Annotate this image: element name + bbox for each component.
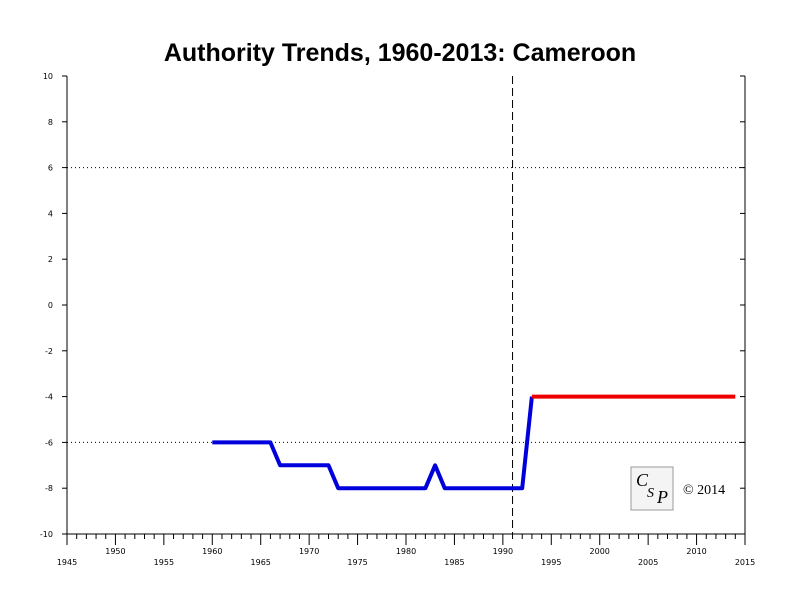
y-tick-label: -6 <box>45 438 53 447</box>
reference-lines <box>67 76 745 534</box>
x-tick-label: 2015 <box>735 558 755 567</box>
x-tick-label: 1955 <box>154 558 174 567</box>
x-tick-label: 2010 <box>686 547 706 556</box>
x-tick-label: 1970 <box>299 547 319 556</box>
x-tick-label: 1965 <box>251 558 271 567</box>
x-tick-label: 1990 <box>493 547 513 556</box>
logo-letter-p: P <box>656 487 668 507</box>
series-lines <box>212 394 736 491</box>
copyright-text: © 2014 <box>683 483 725 498</box>
x-tick-label: 1960 <box>202 547 222 556</box>
x-tick-label: 2000 <box>590 547 610 556</box>
csp-logo: C S P <box>630 466 674 511</box>
y-tick-label: -2 <box>45 347 53 356</box>
x-tick-label: 1985 <box>444 558 464 567</box>
x-tick-label: 2005 <box>638 558 658 567</box>
y-axis-ticks: 10 8 6 4 2 0 -2 -4 -6 -8 -10 <box>40 72 745 539</box>
y-tick-label: -4 <box>45 393 53 402</box>
y-tick-label: 2 <box>48 255 53 264</box>
y-tick-label: 0 <box>48 301 53 310</box>
x-tick-label: 1995 <box>541 558 561 567</box>
chart-title: Authority Trends, 1960-2013: Cameroon <box>164 39 636 67</box>
y-tick-label: 10 <box>43 72 53 81</box>
y-tick-label: 8 <box>48 118 53 127</box>
series-line-0 <box>212 396 534 491</box>
axes <box>66 76 746 535</box>
x-axis-ticks: 1945 1955 1965 1975 1985 1995 2005 2015 1950 1960… <box>57 534 755 567</box>
y-tick-label: -10 <box>40 530 53 539</box>
x-tick-label: 1945 <box>57 558 77 567</box>
y-tick-label: 6 <box>48 164 53 173</box>
logo-letter-c: C <box>636 470 649 490</box>
logo-letter-s: S <box>647 486 654 501</box>
logo-box <box>630 466 674 511</box>
y-tick-label: -8 <box>45 484 53 493</box>
y-tick-label: 4 <box>48 209 53 218</box>
x-tick-label: 1975 <box>347 558 367 567</box>
x-tick-label: 1980 <box>396 547 416 556</box>
x-tick-label: 1950 <box>105 547 125 556</box>
